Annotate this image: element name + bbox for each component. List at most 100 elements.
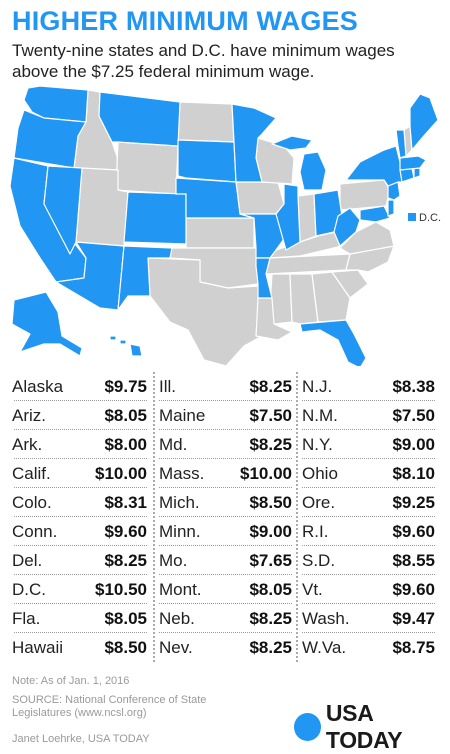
map-state-pennsylvania [339,179,391,211]
state-name: Maine [159,405,206,425]
us-map-svg: D.C. [9,86,441,366]
table-row: Mo. $7.65 [155,546,298,575]
map-state-colorado [123,191,187,245]
state-name: S.D. [302,550,336,570]
table-row: Mont. $8.05 [155,575,298,604]
table-row: Del. $8.25 [10,546,153,575]
table-row: Ill. $8.25 [155,372,298,401]
wage-value: $8.05 [249,579,292,599]
dc-marker [408,213,416,221]
state-name: R.I. [302,521,329,541]
map-state-florida [299,319,367,366]
map-state-arkansas [255,257,273,299]
state-name: Del. [12,550,43,570]
table-row: Colo. $8.31 [10,488,153,517]
map-state-iowa [235,181,285,215]
map-state-nevada [43,165,83,255]
table-row: R.I. $9.60 [298,517,441,546]
map-state-wyoming [115,141,179,195]
wage-value: $9.25 [392,492,435,512]
wage-value: $7.65 [249,550,292,570]
table-row: Wash. $9.47 [298,604,441,633]
state-name: Wash. [302,608,350,628]
wage-value: $9.75 [104,376,147,396]
wage-value: $8.10 [392,463,435,483]
state-name: Mo. [159,550,188,570]
table-row: Hawaii $8.50 [10,633,153,662]
map-state-illinois [275,183,301,251]
state-name: Nev. [159,637,193,657]
state-name: Alaska [12,376,64,396]
map-state-michigan-upper [271,135,313,151]
wage-column-2: Ill. $8.25 Maine $7.50 Md. $8.25 Mass. $10.00 Mi… [153,372,296,662]
map-state-michigan [299,151,327,191]
wage-value: $8.25 [249,434,292,454]
state-name: Ill. [159,376,176,396]
wage-table: Alaska $9.75 Ariz. $8.05 Ark. $8.00 Calif. $10.… [10,372,440,662]
logo-text: USA TODAY [325,700,403,753]
map-state-maryland [359,205,391,223]
map-state-hawaii-2 [119,339,127,345]
wage-value: $8.55 [392,550,435,570]
map-state-rhode-island [413,167,421,179]
state-name: Calif. [12,463,51,483]
state-name: D.C. [12,579,46,599]
map-state-west-virginia [333,207,361,247]
map-state-north-dakota [177,101,235,143]
state-name: Neb. [159,608,195,628]
wage-value: $8.25 [249,376,292,396]
wage-value: $8.38 [392,376,435,396]
table-row: Calif. $10.00 [10,459,153,488]
map-state-kansas [185,217,255,249]
map-state-oregon [13,109,87,169]
table-row: Neb. $8.25 [155,604,298,633]
wage-value: $8.05 [104,405,147,425]
state-name: Conn. [12,521,58,541]
state-name: Md. [159,434,188,454]
wage-value: $8.31 [104,492,147,512]
subtitle: Twenty-nine states and D.C. have minimum… [12,41,395,81]
wage-value: $8.50 [104,637,147,657]
table-row: Vt. $9.60 [298,575,441,604]
wage-value: $9.60 [392,579,435,599]
state-name: Ark. [12,434,43,454]
logo-dot-icon [294,713,321,741]
wage-value: $7.50 [392,405,435,425]
note-text: Note: As of Jan. 1, 2016 [12,675,130,687]
table-row: N.Y. $9.00 [298,430,441,459]
map-state-minnesota [231,103,277,183]
wage-value: $7.50 [249,405,292,425]
table-row: Maine $7.50 [155,401,298,430]
state-name: Ore. [302,492,336,512]
dc-label: D.C. [419,212,441,224]
map-state-maine [409,93,439,151]
wage-column-3: N.J. $8.38 N.M. $7.50 N.Y. $9.00 Ohio $8.10 Ore.… [296,372,439,662]
state-name: Mont. [159,579,202,599]
map-state-nebraska [175,177,255,219]
table-row: Fla. $8.05 [10,604,153,633]
wage-value: $8.75 [392,637,435,657]
state-name: N.Y. [302,434,333,454]
map-state-vermont [395,129,407,159]
map-state-massachusetts [399,155,427,171]
wage-value: $8.50 [249,492,292,512]
state-name: Ariz. [12,405,46,425]
table-row: Ohio $8.10 [298,459,441,488]
wage-column-1: Alaska $9.75 Ariz. $8.05 Ark. $8.00 Calif. $10.… [10,372,153,662]
wage-value: $9.00 [392,434,435,454]
wage-value: $8.25 [249,637,292,657]
map-state-alaska [11,291,83,357]
wage-value: $8.05 [104,608,147,628]
page-title: HIGHER MINIMUM WAGES [12,6,358,36]
state-name: N.M. [302,405,338,425]
table-row: Nev. $8.25 [155,633,298,662]
table-row: Ariz. $8.05 [10,401,153,430]
map-state-indiana [297,193,317,243]
wage-value: $9.47 [392,608,435,628]
us-map: D.C. [0,86,450,366]
map-state-hawaii-1 [109,335,117,341]
map-state-texas [147,257,267,366]
wage-value: $9.60 [104,521,147,541]
table-row: Alaska $9.75 [10,372,153,401]
wage-value: $10.00 [95,463,147,483]
